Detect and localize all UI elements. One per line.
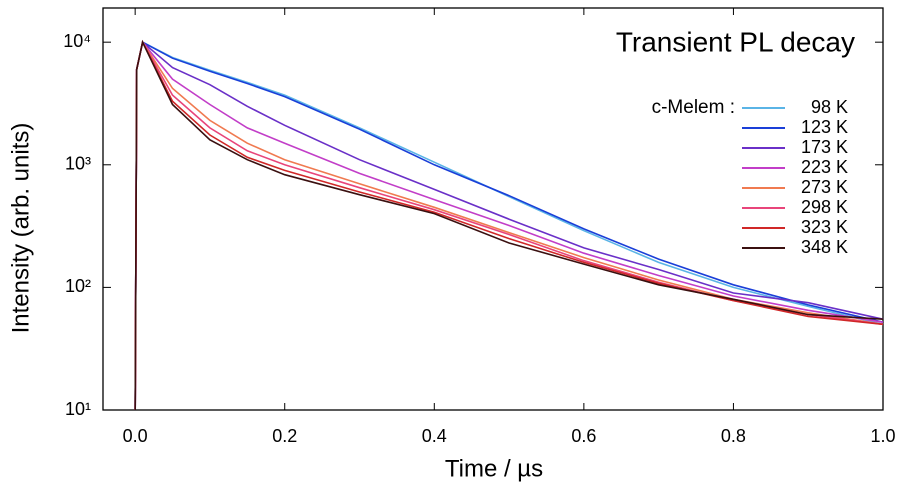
x-tick-label: 0.0 [123, 426, 148, 446]
legend-label: 223 K [801, 157, 848, 177]
x-axis-label: Time / µs [445, 455, 543, 482]
x-tick-label: 0.2 [272, 426, 297, 446]
chart-title: Transient PL decay [616, 26, 855, 57]
x-tick-label: 0.8 [721, 426, 746, 446]
legend-label: 273 K [801, 177, 848, 197]
legend-title: c-Melem : [652, 97, 735, 118]
legend-label: 323 K [801, 217, 848, 237]
series-line [134, 39, 884, 411]
y-tick-label: 10¹ [65, 399, 91, 419]
y-tick-label: 10² [65, 276, 91, 296]
x-tick-label: 0.6 [571, 426, 596, 446]
series-line [134, 40, 884, 411]
series-line [134, 40, 884, 411]
y-tick-label: 10³ [65, 154, 91, 174]
legend-label: 298 K [801, 197, 848, 217]
series-line [134, 40, 884, 411]
legend-label: 98 K [811, 97, 848, 117]
x-tick-label: 1.0 [870, 426, 895, 446]
series-line [134, 40, 884, 411]
y-axis-label: Intensity (arb. units) [7, 123, 34, 334]
y-tick-label: 10⁴ [63, 31, 91, 51]
legend-label: 348 K [801, 237, 848, 257]
legend-label: 123 K [801, 117, 848, 137]
plot-frame [102, 7, 884, 411]
legend-label: 173 K [801, 137, 848, 157]
x-tick-label: 0.4 [422, 426, 447, 446]
